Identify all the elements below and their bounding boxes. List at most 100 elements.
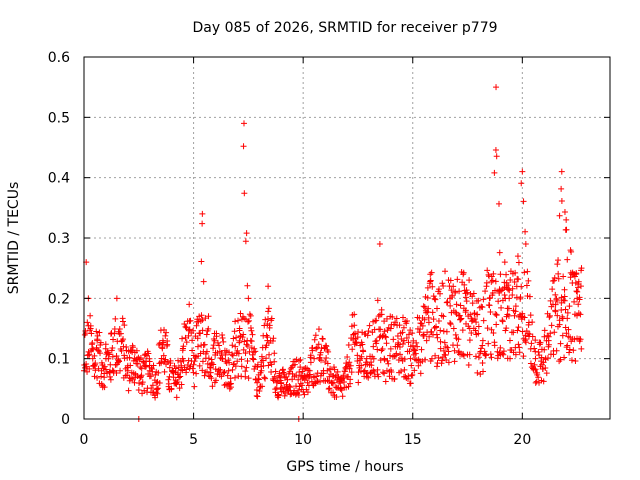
data-point: [243, 230, 250, 237]
x-axis-label: GPS time / hours: [286, 459, 403, 475]
data-point: [266, 324, 273, 331]
data-point: [425, 319, 432, 326]
data-point: [466, 277, 473, 284]
data-point: [418, 346, 425, 353]
data-point: [439, 280, 446, 287]
data-point: [177, 373, 184, 380]
y-axis-label: SRMTID / TECUs: [6, 182, 22, 295]
data-point: [263, 355, 270, 362]
data-point: [479, 304, 486, 311]
data-point: [526, 293, 533, 300]
data-point: [312, 332, 319, 339]
data-point: [311, 336, 318, 343]
data-point: [306, 371, 313, 378]
data-point: [113, 295, 120, 302]
data-point: [101, 374, 108, 381]
data-point: [347, 362, 354, 369]
data-point: [370, 343, 377, 350]
data-point: [442, 268, 449, 275]
data-point: [240, 346, 247, 353]
data-point: [384, 357, 391, 364]
data-point: [106, 373, 113, 380]
data-point: [345, 342, 352, 349]
data-point: [145, 350, 152, 357]
data-point: [229, 366, 236, 373]
data-point: [420, 332, 427, 339]
data-point: [406, 348, 413, 355]
data-point: [334, 368, 341, 375]
data-point: [171, 362, 178, 369]
data-point: [204, 360, 211, 367]
data-point: [405, 331, 412, 338]
data-point: [147, 373, 154, 380]
data-point: [421, 304, 428, 311]
data-point: [412, 347, 419, 354]
data-point: [493, 153, 500, 160]
data-point: [500, 348, 507, 355]
data-point: [544, 332, 551, 339]
data-point: [484, 267, 491, 274]
data-point: [210, 361, 217, 368]
data-point: [509, 285, 516, 292]
data-point: [367, 370, 374, 377]
data-point: [313, 345, 320, 352]
data-point: [304, 389, 311, 396]
data-point: [272, 368, 279, 375]
x-tick-label: 10: [294, 432, 312, 448]
data-point: [506, 337, 513, 344]
data-point: [448, 287, 455, 294]
data-point: [516, 349, 523, 356]
data-point: [201, 341, 208, 348]
data-point: [389, 314, 396, 321]
data-point: [210, 345, 217, 352]
data-point: [390, 336, 397, 343]
data-point: [370, 367, 377, 374]
data-point: [230, 335, 237, 342]
data-point: [258, 353, 265, 360]
data-point: [411, 367, 418, 374]
data-point: [178, 362, 185, 369]
data-point: [561, 297, 568, 304]
data-point: [143, 363, 150, 370]
data-point: [214, 339, 221, 346]
data-point: [90, 346, 97, 353]
data-point: [203, 331, 210, 338]
data-point: [520, 353, 527, 360]
data-point: [295, 357, 302, 364]
data-point: [112, 315, 119, 322]
data-point: [488, 354, 495, 361]
data-point: [320, 367, 327, 374]
data-point: [522, 228, 529, 235]
data-point: [252, 348, 259, 355]
data-point: [455, 348, 462, 355]
data-point: [532, 355, 539, 362]
data-point: [469, 300, 476, 307]
data-point: [204, 368, 211, 375]
data-point: [318, 357, 325, 364]
data-point: [551, 329, 558, 336]
data-point: [331, 366, 338, 373]
data-point: [506, 287, 513, 294]
data-point: [552, 291, 559, 298]
data-point: [373, 340, 380, 347]
data-point: [562, 306, 569, 313]
data-point: [92, 360, 99, 367]
data-point: [427, 277, 434, 284]
data-point: [161, 368, 168, 375]
data-point: [532, 337, 539, 344]
data-point: [573, 271, 580, 278]
data-point: [243, 341, 250, 348]
data-point: [488, 326, 495, 333]
data-point: [568, 357, 575, 364]
data-point: [489, 277, 496, 284]
data-point: [398, 355, 405, 362]
data-point: [522, 240, 529, 247]
data-point: [86, 365, 93, 372]
data-point: [502, 295, 509, 302]
data-point: [485, 340, 492, 347]
data-point: [319, 335, 326, 342]
data-point: [547, 330, 554, 337]
data-point: [210, 342, 217, 349]
data-point: [493, 321, 500, 328]
data-point: [563, 226, 570, 233]
